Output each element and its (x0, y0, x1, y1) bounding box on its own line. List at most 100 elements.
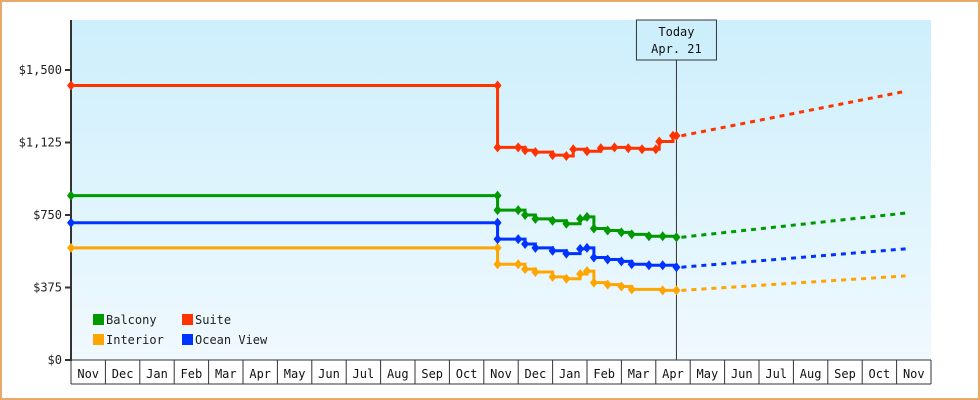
data-point[interactable] (67, 217, 75, 228)
data-point[interactable] (627, 284, 636, 295)
month-label: Apr (249, 367, 271, 381)
legend-swatch-icon (182, 314, 193, 325)
data-point[interactable] (644, 231, 653, 242)
data-point[interactable] (493, 190, 502, 201)
today-label-box (635, 19, 717, 61)
data-point[interactable] (672, 285, 681, 296)
data-point[interactable] (493, 80, 502, 91)
data-point[interactable] (514, 205, 523, 216)
data-point[interactable] (548, 271, 557, 282)
data-point[interactable] (589, 252, 598, 263)
data-point[interactable] (531, 242, 540, 253)
svg-text:Today: Today (658, 25, 694, 39)
data-point[interactable] (576, 268, 585, 279)
data-point[interactable] (493, 205, 502, 216)
month-label: May (284, 367, 306, 381)
data-point[interactable] (67, 80, 75, 91)
data-point[interactable] (521, 210, 530, 220)
data-point[interactable] (562, 151, 571, 162)
series-suite (67, 80, 906, 162)
month-label: Nov (490, 367, 512, 381)
y-axis: $0 $375 $750 $1,125 $1,500 (19, 20, 931, 367)
data-point[interactable] (610, 142, 619, 153)
data-point[interactable] (638, 144, 647, 155)
data-point[interactable] (672, 262, 681, 273)
data-point[interactable] (514, 142, 523, 153)
data-point[interactable] (548, 215, 557, 226)
data-point[interactable] (514, 259, 523, 270)
data-point[interactable] (493, 259, 502, 270)
data-point[interactable] (548, 245, 557, 256)
data-point[interactable] (603, 254, 612, 265)
data-point[interactable] (617, 227, 626, 238)
month-label: Aug (387, 367, 409, 381)
data-point[interactable] (655, 136, 664, 147)
legend-item-suite[interactable]: Suite (182, 313, 231, 327)
y-tick-label: $1,500 (19, 63, 62, 77)
data-point[interactable] (562, 218, 571, 229)
series-ocean-view (67, 217, 906, 273)
today-marker: Today Apr. 21 (635, 19, 717, 360)
data-point[interactable] (672, 130, 681, 141)
data-point[interactable] (603, 279, 612, 290)
data-point[interactable] (644, 260, 653, 271)
legend-item-interior[interactable]: Interior (93, 333, 164, 347)
month-label: Jul (765, 367, 787, 381)
data-point[interactable] (493, 142, 502, 153)
data-point[interactable] (493, 234, 502, 245)
data-point[interactable] (67, 190, 75, 201)
data-point[interactable] (521, 264, 530, 275)
data-point[interactable] (658, 260, 667, 271)
data-point[interactable] (548, 150, 557, 161)
data-point[interactable] (514, 234, 523, 245)
data-point[interactable] (493, 217, 502, 228)
legend-label: Suite (195, 313, 231, 327)
month-label: Jun (731, 367, 753, 381)
data-point[interactable] (521, 145, 530, 156)
data-point[interactable] (583, 242, 591, 253)
data-point[interactable] (672, 232, 681, 243)
data-point[interactable] (583, 146, 591, 157)
data-point[interactable] (617, 256, 626, 267)
forecast-line (681, 89, 906, 138)
data-point[interactable] (583, 266, 591, 277)
month-label: May (697, 367, 719, 381)
data-point[interactable] (589, 277, 598, 288)
data-point[interactable] (627, 259, 636, 270)
data-point[interactable] (521, 239, 530, 249)
data-point[interactable] (569, 144, 578, 155)
series-balcony (67, 190, 906, 243)
data-point[interactable] (617, 281, 626, 292)
month-label: Nov (903, 367, 925, 381)
month-label: Mar (215, 367, 237, 381)
month-label: Jun (318, 367, 340, 381)
data-point[interactable] (576, 243, 585, 254)
data-point[interactable] (627, 229, 636, 240)
data-point[interactable] (562, 273, 571, 284)
data-point[interactable] (531, 267, 540, 278)
data-point[interactable] (603, 225, 612, 236)
month-label: Sep (834, 367, 856, 381)
month-label: Jul (353, 367, 375, 381)
data-point[interactable] (493, 242, 502, 253)
data-point[interactable] (576, 213, 585, 224)
data-point[interactable] (589, 223, 598, 234)
data-point[interactable] (624, 143, 633, 154)
data-point[interactable] (67, 242, 75, 253)
data-point[interactable] (658, 231, 667, 242)
legend-swatch-icon (93, 334, 104, 345)
legend-item-ocean-view[interactable]: Ocean View (182, 333, 268, 347)
y-tick-label: $375 (33, 281, 62, 295)
data-point[interactable] (658, 285, 667, 296)
data-point[interactable] (531, 147, 540, 158)
data-point[interactable] (596, 143, 605, 154)
month-label: Jan (146, 367, 168, 381)
data-point[interactable] (651, 144, 660, 155)
forecast-line (681, 274, 906, 292)
month-label: Dec (525, 367, 547, 381)
legend-item-balcony[interactable]: Balcony (93, 313, 157, 327)
data-point[interactable] (562, 248, 571, 259)
legend: Balcony Suite Interior Ocean View (93, 313, 268, 347)
data-point[interactable] (531, 213, 540, 224)
data-point[interactable] (583, 211, 591, 222)
